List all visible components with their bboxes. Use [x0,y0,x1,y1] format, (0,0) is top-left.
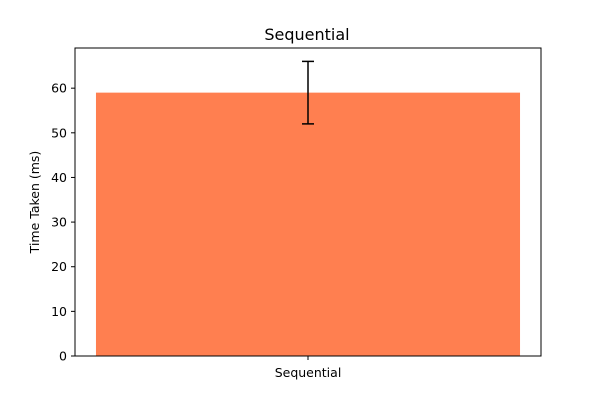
y-tick-label: 50 [51,125,67,140]
y-tick-label: 20 [51,259,67,274]
x-axis: Sequential [275,356,342,380]
bar [95,92,521,356]
x-tick-label: Sequential [275,365,342,380]
chart-title: Sequential [264,25,349,44]
y-tick-label: 40 [51,170,67,185]
y-axis: 0 10 20 30 40 50 60 [51,81,75,364]
y-axis-label: Time Taken (ms) [27,151,42,255]
y-tick-label: 60 [51,81,67,96]
y-tick-label: 10 [51,304,67,319]
y-tick-label: 30 [51,215,67,230]
y-tick-label: 0 [59,349,67,364]
plot-area [95,60,521,356]
